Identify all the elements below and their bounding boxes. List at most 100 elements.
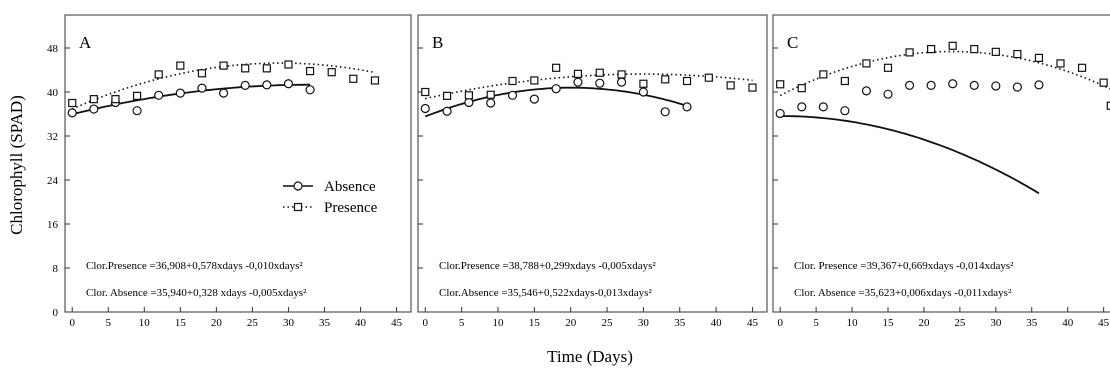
absence-point xyxy=(638,87,648,97)
presence-point xyxy=(508,76,517,86)
absence-point xyxy=(132,106,142,116)
presence-point xyxy=(905,48,914,57)
y-axis-title: Chlorophyll (SPAD) xyxy=(7,95,26,235)
x-tick-label: 30 xyxy=(638,317,650,329)
absence-point xyxy=(797,102,807,112)
absence-point xyxy=(507,90,518,100)
presence-point xyxy=(639,79,648,88)
legend-presence-label: Presence xyxy=(324,200,378,216)
presence-point xyxy=(111,95,120,104)
presence-point xyxy=(154,70,163,79)
presence-point xyxy=(327,68,336,77)
presence-point xyxy=(595,68,604,77)
presence-point xyxy=(219,61,228,70)
x-tick-label: 30 xyxy=(990,317,1002,329)
x-tick-label: 25 xyxy=(954,317,966,329)
presence-fit-line xyxy=(425,73,753,100)
absence-point xyxy=(775,108,785,119)
absence-point xyxy=(442,106,452,116)
presence-point xyxy=(862,59,871,68)
presence-point xyxy=(421,87,430,97)
absence-point xyxy=(262,80,272,90)
absence-point xyxy=(218,88,229,98)
absence-point xyxy=(551,84,561,94)
x-tick-label: 40 xyxy=(711,317,723,329)
absence-point xyxy=(904,80,915,91)
absence-point xyxy=(660,107,670,117)
absence-point xyxy=(305,85,315,95)
presence-point xyxy=(948,41,957,50)
presence-point xyxy=(1034,53,1044,63)
absence-point xyxy=(529,94,539,104)
absence-point xyxy=(861,86,872,96)
panel-letter: C xyxy=(787,33,798,52)
presence-equation: Clor. Presence =39,367+0,669xdays -0,014… xyxy=(794,260,1014,272)
legend-absence-marker xyxy=(293,181,303,191)
presence-point xyxy=(68,98,77,108)
absence-point xyxy=(283,79,294,89)
presence-point xyxy=(1099,78,1108,87)
absence-fit-line xyxy=(780,115,1040,195)
absence-point xyxy=(883,89,893,99)
presence-point xyxy=(797,84,806,93)
x-tick-label: 5 xyxy=(813,317,819,329)
absence-equation: Clor. Absence =35,623+0,006xdays -0,011x… xyxy=(794,287,1012,299)
absence-point xyxy=(154,90,164,100)
x-tick-label: 0 xyxy=(777,317,783,329)
x-axis-title: Time (Days) xyxy=(547,347,633,366)
x-tick-label: 30 xyxy=(283,317,295,329)
absence-equation: Clor.Absence =35,546+0,522xdays-0,013xda… xyxy=(439,287,652,299)
panel-b: 0 5 10 15 20 25 30 35 40 45 B Clor.Presence =38,788… xyxy=(417,14,768,329)
presence-point xyxy=(349,74,358,83)
x-tick-label: 10 xyxy=(139,317,151,329)
presence-point xyxy=(197,69,207,78)
x-tick-label: 45 xyxy=(747,317,759,329)
x-tick-label: 0 xyxy=(69,317,75,329)
presence-point xyxy=(530,76,539,85)
x-tick-label: 45 xyxy=(391,317,403,329)
presence-point xyxy=(305,66,315,76)
legend: Absence Presence xyxy=(283,179,378,216)
absence-point xyxy=(818,102,828,112)
presence-point xyxy=(927,44,936,54)
absence-point xyxy=(197,83,207,93)
presence-point xyxy=(89,95,98,104)
presence-point xyxy=(1106,101,1110,110)
x-tick-label: 40 xyxy=(1062,317,1074,329)
presence-point xyxy=(1013,49,1022,59)
absence-fit-line xyxy=(71,83,311,116)
absence-point xyxy=(969,80,979,91)
x-tick-label: 15 xyxy=(883,317,895,329)
absence-point xyxy=(486,98,496,108)
presence-equation: Clor.Presence =38,788+0,299xdays -0,005x… xyxy=(439,260,656,272)
presence-point xyxy=(573,69,583,78)
presence-point xyxy=(776,80,785,89)
panel-frame xyxy=(772,14,1110,313)
absence-point xyxy=(1034,80,1044,90)
absence-point xyxy=(616,77,627,87)
absence-point xyxy=(420,103,430,114)
y-tick-label: 48 xyxy=(47,43,59,55)
presence-point xyxy=(262,64,271,73)
x-tick-label: 0 xyxy=(423,317,429,329)
absence-point xyxy=(991,81,1001,91)
presence-point xyxy=(819,70,828,79)
x-tick-label: 25 xyxy=(602,317,614,329)
presence-point xyxy=(726,81,735,90)
presence-point xyxy=(1077,63,1087,72)
absence-point xyxy=(573,77,583,87)
y-tick-label: 40 xyxy=(47,87,59,99)
absence-point xyxy=(595,78,605,88)
x-tick-label: 45 xyxy=(1098,317,1110,329)
presence-point xyxy=(704,73,713,82)
x-tick-label: 35 xyxy=(674,317,686,329)
y-tick-label: 32 xyxy=(47,131,58,143)
presence-point xyxy=(970,44,979,54)
absence-point xyxy=(1012,82,1022,92)
x-tick-label: 20 xyxy=(918,317,930,329)
x-tick-label: 10 xyxy=(492,317,504,329)
x-tick-label: 25 xyxy=(247,317,259,329)
absence-point xyxy=(682,102,692,112)
absence-point xyxy=(240,80,250,91)
